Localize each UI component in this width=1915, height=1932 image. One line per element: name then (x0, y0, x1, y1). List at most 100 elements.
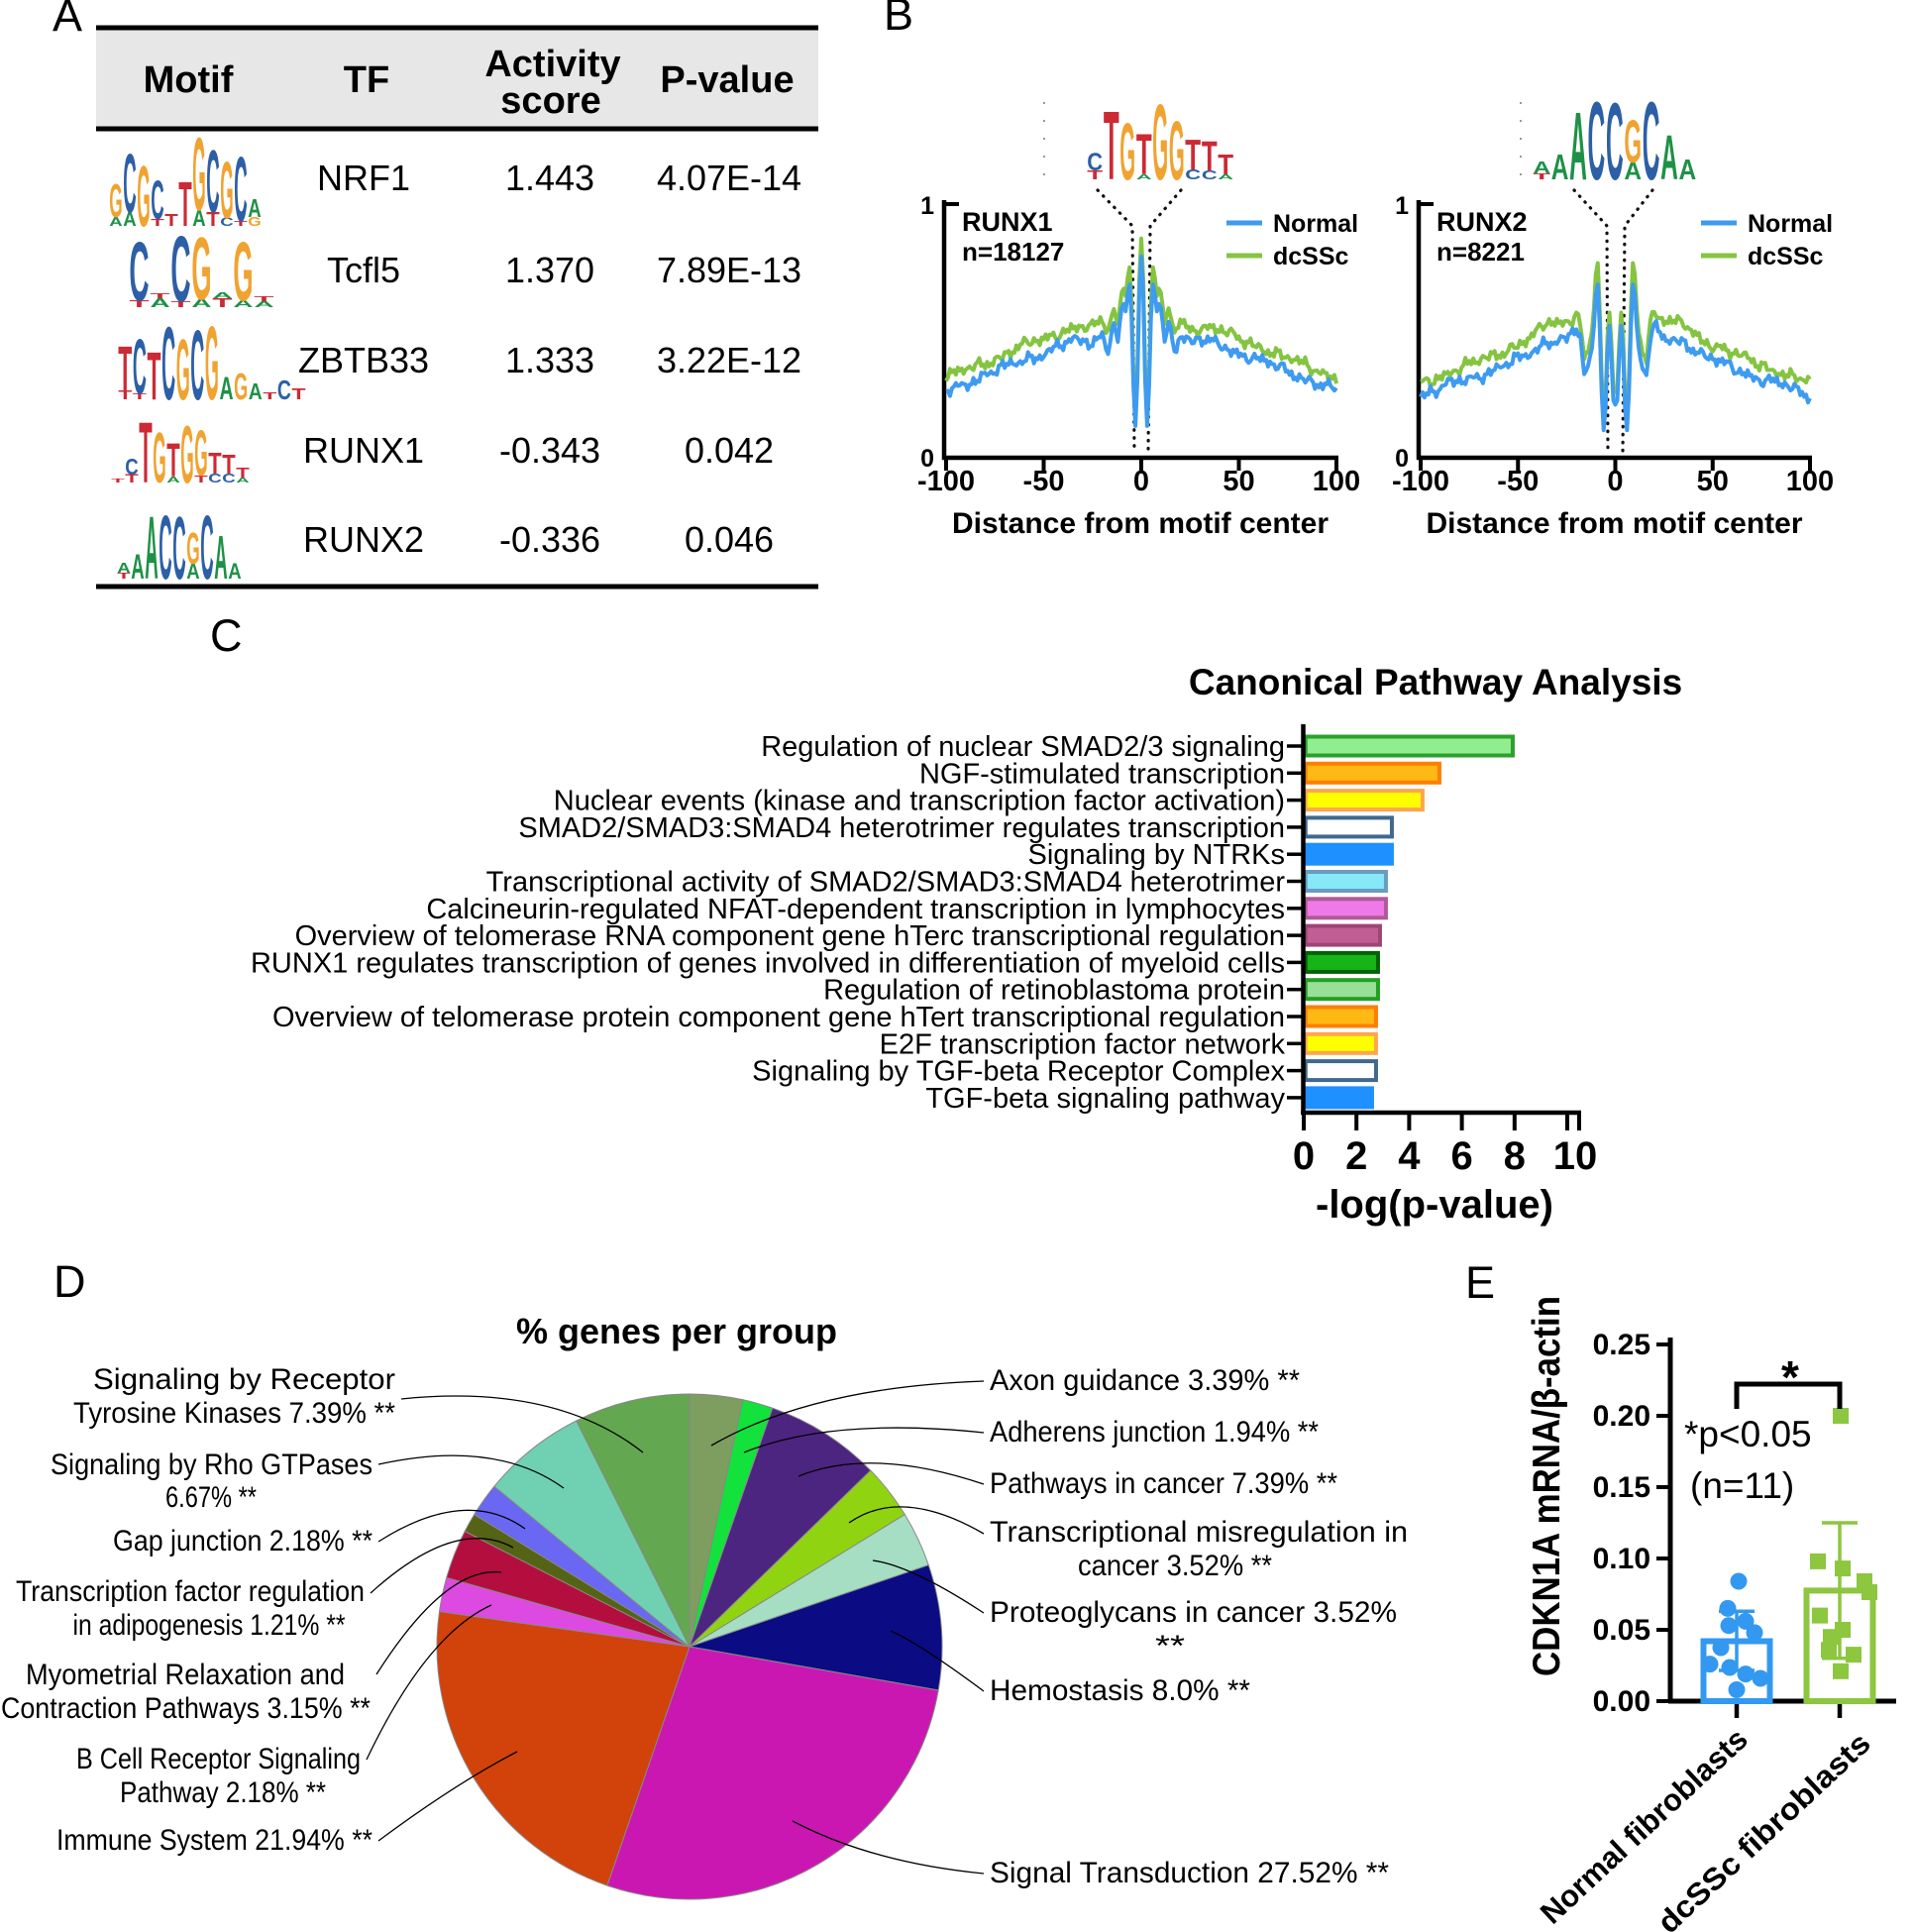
svg-text:Hemostasis 8.0% **: Hemostasis 8.0% ** (990, 1674, 1251, 1707)
svg-text:G: G (194, 419, 207, 490)
svg-text:Pathway 2.18% **: Pathway 2.18% ** (120, 1776, 326, 1809)
svg-text:cancer 3.52% **: cancer 3.52% ** (1078, 1550, 1272, 1582)
svg-text:B Cell Receptor Signaling: B Cell Receptor Signaling (76, 1743, 361, 1775)
svg-text:G: G (220, 147, 233, 236)
svg-text:T: T (1533, 171, 1550, 181)
svg-text:4.07E-14: 4.07E-14 (657, 158, 801, 198)
svg-text:A: A (1136, 173, 1152, 181)
svg-text:0: 0 (920, 445, 934, 473)
svg-text:Normal: Normal (1273, 210, 1358, 238)
svg-text:dcSSc: dcSSc (1748, 243, 1824, 270)
svg-text:G: G (180, 408, 193, 500)
svg-text:1: 1 (1395, 192, 1409, 220)
svg-text:G: G (192, 116, 205, 232)
svg-text:Signaling by TGF-beta Receptor: Signaling by TGF-beta Receptor Complex (752, 1056, 1285, 1088)
svg-text:T: T (208, 446, 221, 480)
svg-text:C: C (159, 497, 171, 599)
svg-text:100: 100 (1786, 466, 1834, 497)
svg-text:RUNX2: RUNX2 (1436, 207, 1528, 237)
svg-text:B: B (884, 0, 913, 40)
svg-text:-0.336: -0.336 (499, 519, 600, 560)
svg-text:Tcfl5: Tcfl5 (327, 250, 400, 290)
svg-text:RUNX1: RUNX1 (303, 430, 424, 471)
svg-text:C: C (170, 217, 190, 322)
svg-text:T: T (1202, 134, 1218, 180)
svg-text:C: C (200, 497, 213, 599)
svg-text:C: C (1202, 167, 1218, 182)
svg-text:T: T (222, 450, 235, 481)
svg-text:SMAD2/SMAD3:SMAD4 heterotrimer: SMAD2/SMAD3:SMAD4 heterotrimer regulates… (518, 812, 1285, 844)
svg-text:G: G (1152, 81, 1168, 202)
svg-text:C: C (172, 497, 185, 597)
svg-text:T: T (170, 299, 191, 309)
svg-text:Signaling by NTRKs: Signaling by NTRKs (1028, 839, 1286, 871)
svg-text:A: A (228, 561, 242, 585)
svg-text:T: T (125, 472, 139, 484)
svg-text:C: C (208, 472, 222, 486)
svg-text:T: T (178, 170, 191, 241)
svg-text:A: A (166, 476, 180, 485)
svg-text:(n=11): (n=11) (1690, 1465, 1794, 1506)
svg-text:G: G (1624, 107, 1642, 175)
svg-text:A: A (192, 206, 205, 231)
svg-text:50: 50 (1697, 466, 1729, 497)
svg-text:C: C (161, 305, 175, 421)
svg-text:Axon guidance 3.39% **: Axon guidance 3.39% ** (990, 1364, 1301, 1397)
svg-text:n=18127: n=18127 (962, 237, 1064, 267)
svg-text:E2F transcription factor netwo: E2F transcription factor network (880, 1028, 1286, 1060)
svg-text:C: C (151, 169, 163, 231)
svg-text:Pathways in cancer 7.39% **: Pathways in cancer 7.39% ** (990, 1467, 1337, 1500)
svg-text:CDKN1A mRNA/β-actin: CDKN1A mRNA/β-actin (1526, 1296, 1568, 1676)
svg-text:T: T (212, 296, 233, 311)
svg-text:Myometrial Relaxation and: Myometrial Relaxation and (26, 1659, 345, 1691)
svg-text:Proteoglycans in cancer 3.52%: Proteoglycans in cancer 3.52% (990, 1596, 1397, 1629)
svg-text:TF: TF (344, 59, 389, 101)
svg-text:RUNX1: RUNX1 (962, 207, 1053, 237)
svg-text:0: 0 (1293, 1134, 1315, 1178)
svg-text:T: T (150, 292, 170, 300)
svg-text:C: C (125, 455, 138, 480)
svg-text:T: T (1087, 168, 1103, 183)
svg-text:-50: -50 (1023, 466, 1065, 497)
svg-text:A: A (53, 0, 82, 41)
svg-text:0: 0 (1607, 466, 1623, 497)
svg-text:Adherens junction 1.94% **: Adherens junction 1.94% ** (990, 1416, 1319, 1449)
svg-text:-0.343: -0.343 (499, 430, 600, 471)
svg-text:n=8221: n=8221 (1436, 237, 1525, 267)
svg-text:1.370: 1.370 (505, 250, 594, 290)
svg-text:G: G (176, 322, 190, 418)
svg-text:A: A (1218, 173, 1233, 181)
svg-text:C: C (210, 610, 243, 661)
svg-text:Normal fibroblasts: Normal fibroblasts (1534, 1722, 1755, 1931)
svg-text:A: A (1679, 154, 1697, 185)
svg-text:-log(p-value): -log(p-value) (1316, 1183, 1553, 1227)
svg-text:A: A (214, 522, 227, 591)
svg-text:Nuclear events (kinase and tra: Nuclear events (kinase and transcription… (554, 786, 1285, 817)
svg-text:Canonical Pathway Analysis: Canonical Pathway Analysis (1189, 662, 1682, 702)
svg-text:Transcriptional activity of SM: Transcriptional activity of SMAD2/SMAD3:… (486, 867, 1286, 899)
svg-text:Immune System 21.94% **: Immune System 21.94% ** (56, 1824, 372, 1857)
svg-text:0: 0 (1133, 466, 1149, 497)
svg-text:G: G (137, 149, 150, 245)
svg-text:NRF1: NRF1 (317, 158, 410, 198)
svg-text:0.20: 0.20 (1593, 1400, 1650, 1433)
svg-text:2: 2 (1345, 1134, 1367, 1178)
svg-text:Calcineurin-regulated NFAT-dep: Calcineurin-regulated NFAT-dependent tra… (426, 894, 1285, 925)
svg-text:A: A (1551, 147, 1569, 187)
svg-text:score: score (500, 80, 600, 122)
svg-text:G: G (234, 367, 248, 408)
svg-text:A: A (131, 548, 144, 587)
svg-text:-100: -100 (1392, 466, 1449, 497)
svg-text:G: G (109, 173, 122, 228)
svg-text:G: G (1169, 103, 1185, 197)
svg-text:T: T (254, 295, 274, 303)
svg-text:RUNX1 regulates transcription: RUNX1 regulates transcription of genes i… (251, 947, 1285, 979)
svg-text:6: 6 (1450, 1134, 1472, 1178)
svg-text:**: ** (1155, 1630, 1186, 1663)
svg-text:D: D (53, 1256, 86, 1307)
svg-text:T: T (1104, 92, 1119, 200)
svg-text:A: A (236, 476, 249, 483)
svg-text:Signaling by Receptor: Signaling by Receptor (93, 1363, 395, 1396)
svg-text:T: T (1185, 131, 1201, 179)
svg-text:Motif: Motif (144, 59, 234, 101)
